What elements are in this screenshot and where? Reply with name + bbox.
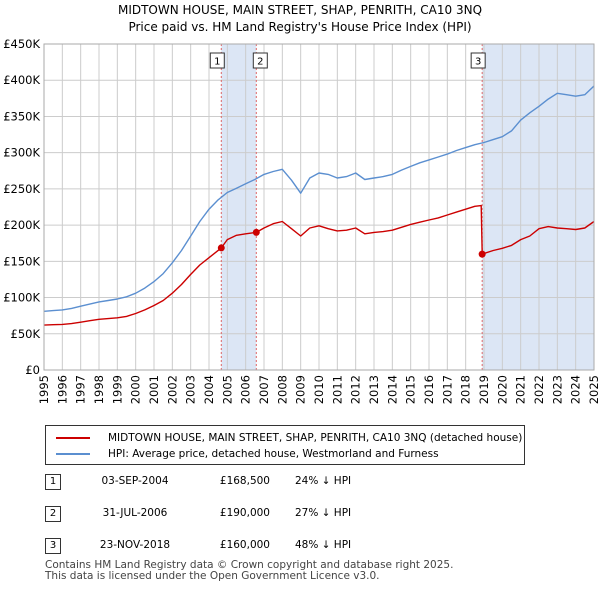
sale-number-box [470, 52, 486, 69]
x-tick-label: 2022 [532, 375, 546, 404]
x-tick-label: 2004 [202, 375, 216, 404]
footer: Contains HM Land Registry data © Crown c… [45, 560, 453, 582]
legend: MIDTOWN HOUSE, MAIN STREET, SHAP, PENRIT… [45, 425, 525, 465]
y-tick-label: £0 [25, 363, 40, 377]
y-tick-label: £200K [3, 218, 40, 232]
sale-point [252, 228, 260, 236]
x-tick-label: 2003 [184, 375, 198, 404]
legend-label-price-paid: MIDTOWN HOUSE, MAIN STREET, SHAP, PENRIT… [108, 432, 523, 444]
hpi-line [43, 85, 595, 312]
y-tick-label: £350K [3, 109, 40, 123]
sale-number-label: 2 [257, 57, 263, 68]
legend-item-price-paid: MIDTOWN HOUSE, MAIN STREET, SHAP, PENRIT… [56, 431, 522, 445]
legend-label-hpi: HPI: Average price, detached house, West… [108, 448, 439, 460]
sale-hpi-diff: 27% ↓ HPI [295, 507, 352, 519]
x-tick-label: 2012 [349, 375, 363, 404]
plot-frame [43, 43, 595, 371]
sale-date: 31-JUL-2006 [102, 507, 168, 519]
sale-point [217, 244, 225, 252]
y-tick-label: £450K [3, 37, 40, 51]
x-tick-label: 2011 [330, 375, 344, 404]
sale-hpi-diff: 48% ↓ HPI [295, 539, 352, 551]
x-tick-label: 1999 [110, 375, 124, 404]
legend-line-red [56, 437, 90, 439]
x-tick-label: 2016 [422, 375, 436, 404]
x-tick-label: 2015 [404, 375, 418, 404]
x-tick-label: 2021 [514, 375, 528, 404]
footer-copyright: Contains HM Land Registry data © Crown c… [45, 559, 454, 571]
x-tick-label: 2024 [569, 375, 583, 404]
sale-number-badge: 3 [45, 538, 61, 554]
y-tick-label: £100K [3, 291, 40, 305]
sale-price: £168,500 [219, 475, 270, 487]
sale-number-label: 3 [475, 57, 481, 68]
x-tick-label: 2013 [367, 375, 381, 404]
x-tick-label: 2000 [129, 375, 143, 404]
x-tick-label: 2020 [495, 375, 509, 404]
y-tick-label: £150K [3, 254, 40, 268]
x-tick-label: 2018 [459, 375, 473, 404]
sale-number-badge: 1 [45, 474, 61, 490]
y-tick-label: £400K [3, 73, 40, 87]
footer-licence: This data is licensed under the Open Gov… [45, 570, 380, 582]
x-tick-label: 2001 [147, 375, 161, 404]
x-tick-label: 2023 [550, 375, 564, 404]
x-tick-label: 2005 [220, 375, 234, 404]
sale-point [478, 250, 486, 258]
x-tick-label: 2019 [477, 375, 491, 404]
x-tick-label: 1995 [37, 375, 51, 404]
x-tick-label: 2025 [587, 375, 600, 404]
sale-period-shade [482, 44, 594, 370]
sale-date: 03-SEP-2004 [101, 475, 169, 487]
y-tick-label: £50K [11, 327, 41, 341]
sale-number-box [209, 52, 225, 69]
legend-item-hpi: HPI: Average price, detached house, West… [56, 447, 439, 461]
y-tick-label: £300K [3, 146, 40, 160]
x-tick-label: 2002 [165, 375, 179, 404]
price-paid-line [43, 204, 595, 326]
sale-period-shade [221, 44, 257, 370]
x-tick-label: 1996 [55, 375, 69, 404]
chart-title-line2: Price paid vs. HM Land Registry's House … [128, 20, 472, 34]
x-tick-label: 2008 [275, 375, 289, 404]
x-tick-label: 2014 [385, 375, 399, 404]
sale-hpi-diff: 24% ↓ HPI [295, 475, 352, 487]
x-tick-label: 1998 [92, 375, 106, 404]
sale-price: £160,000 [219, 539, 270, 551]
x-tick-label: 1997 [74, 375, 88, 404]
sale-date: 23-NOV-2018 [99, 539, 171, 551]
sale-price: £190,000 [219, 507, 270, 519]
x-tick-label: 2006 [239, 375, 253, 404]
sale-number-badge: 2 [45, 506, 61, 522]
y-tick-label: £250K [3, 182, 40, 196]
x-tick-label: 2017 [440, 375, 454, 404]
x-tick-label: 2007 [257, 375, 271, 404]
price-chart: 1 2 3 £0 £50K £100K £150K £200K £250K £300K £350K… [3, 37, 600, 404]
legend-line-blue [56, 453, 90, 455]
x-tick-label: 2009 [294, 375, 308, 404]
chart-title-line1: MIDTOWN HOUSE, MAIN STREET, SHAP, PENRIT… [117, 3, 483, 17]
sale-number-label: 1 [214, 57, 220, 68]
x-tick-label: 2010 [312, 375, 326, 404]
chart-title: MIDTOWN HOUSE, MAIN STREET, SHAP, PENRIT… [0, 2, 600, 36]
sale-number-box [252, 52, 268, 69]
